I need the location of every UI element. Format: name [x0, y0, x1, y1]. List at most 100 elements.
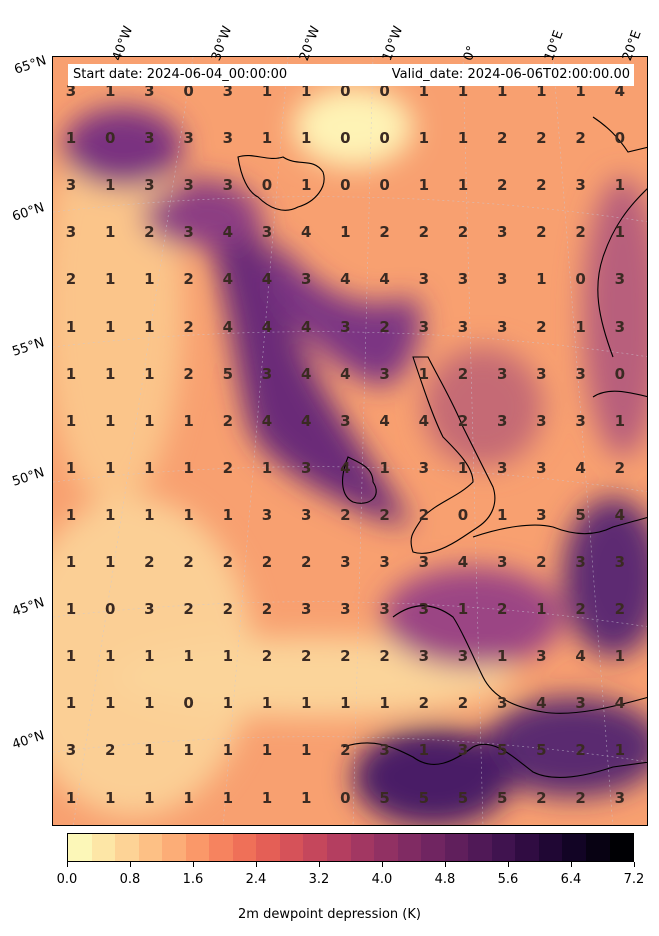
- grid-value: 3: [379, 600, 390, 619]
- grid-value: 1: [457, 176, 469, 195]
- grid-value: 2: [536, 788, 547, 807]
- grid-value: 3: [575, 694, 586, 713]
- grid-value: 1: [144, 647, 155, 666]
- grid-value: 4: [575, 647, 586, 666]
- grid-value: 3: [496, 694, 508, 713]
- grid-value: 1: [418, 741, 430, 760]
- grid-value: 2: [614, 458, 626, 477]
- grid-value: 3: [340, 600, 351, 619]
- grid-value: 1: [65, 647, 77, 666]
- grid-value: 1: [183, 788, 194, 807]
- colorbar-segment: [303, 834, 328, 861]
- grid-value: 1: [65, 505, 77, 524]
- grid-value: 2: [379, 505, 390, 524]
- grid-value: 1: [300, 788, 312, 807]
- grid-value: 2: [183, 553, 194, 571]
- grid-value: 2: [496, 129, 508, 148]
- grid-value: 3: [379, 364, 390, 383]
- grid-value: 4: [614, 505, 626, 524]
- grid-value: 2: [457, 411, 469, 430]
- grid-value: 3: [65, 176, 77, 195]
- grid-value: 1: [183, 458, 194, 477]
- grid-value: 2: [340, 505, 351, 524]
- grid-value: 3: [144, 600, 155, 619]
- grid-value: 3: [457, 317, 469, 336]
- grid-value: 4: [300, 364, 312, 383]
- grid-value: 1: [65, 788, 77, 807]
- grid-value: 0: [104, 129, 116, 148]
- grid-value: 2: [536, 553, 547, 571]
- grid-value: 1: [183, 647, 194, 666]
- grid-value: 3: [418, 458, 430, 477]
- grid-value: 1: [418, 129, 430, 148]
- grid-value: 1: [144, 505, 155, 524]
- colorbar-segment: [397, 834, 422, 861]
- grid-value: 1: [340, 223, 351, 242]
- colorbar-segment: [138, 834, 163, 861]
- grid-value: 3: [144, 176, 155, 195]
- grid-value: 3: [300, 600, 312, 619]
- grid-value: 2: [340, 741, 351, 760]
- grid-value: 2: [536, 129, 547, 148]
- grid-value: 3: [261, 223, 273, 242]
- colorbar-label: 2m dewpoint depression (K): [238, 907, 421, 922]
- grid-value: 4: [300, 317, 312, 336]
- grid-value: 2: [457, 223, 469, 242]
- grid-value: 3: [575, 364, 586, 383]
- grid-value: 2: [261, 553, 273, 571]
- grid-value: 1: [222, 505, 234, 524]
- grid-value: 1: [418, 364, 430, 383]
- grid-value: 3: [222, 82, 234, 100]
- valid-date-label: Valid_date: 2024-06-06T02:00:00.00: [391, 67, 630, 82]
- grid-value: 1: [418, 82, 430, 100]
- date-header: Start date: 2024-06-04_00:00:00 Valid_da…: [68, 64, 634, 86]
- grid-value: 2: [575, 129, 586, 148]
- lat-label: 45°N: [10, 595, 47, 620]
- grid-value: 3: [300, 458, 312, 477]
- grid-value: 1: [614, 647, 626, 666]
- grid-value: 2: [65, 270, 77, 289]
- grid-value: 2: [379, 317, 390, 336]
- grid-value: 3: [222, 176, 234, 195]
- grid-value: 4: [261, 317, 273, 336]
- grid-value: 1: [104, 553, 116, 571]
- grid-value: 0: [379, 82, 390, 100]
- grid-value: 2: [614, 600, 626, 619]
- grid-value: 1: [614, 176, 626, 195]
- grid-value: 1: [104, 694, 116, 713]
- grid-value: 1: [222, 694, 234, 713]
- colorbar-segment: [609, 834, 634, 861]
- grid-value: 1: [261, 82, 273, 100]
- grid-value: 3: [496, 223, 508, 242]
- grid-value: 1: [104, 458, 116, 477]
- map-panel: 3 1 3 0 3 1 1 0 0 1 1 1 1 1 4 1 0 3 3 3 1 1 0 0 1 1 2 2 2 0 3 1 3 3 3 0 1 0 0 1…: [52, 56, 648, 826]
- grid-value: 0: [614, 364, 626, 383]
- colorbar-segment: [491, 834, 516, 861]
- colorbar-segment: [421, 834, 445, 861]
- grid-value: 1: [261, 129, 273, 148]
- lat-label: 40°N: [10, 728, 47, 753]
- colorbar-tick-label: 3.2: [308, 872, 330, 887]
- grid-value: 2: [496, 600, 508, 619]
- grid-value: 5: [457, 788, 469, 807]
- grid-value: 2: [104, 741, 116, 760]
- grid-value: 3: [418, 553, 430, 571]
- colorbar-segment: [538, 834, 563, 861]
- grid-value: 2: [222, 600, 234, 619]
- grid-value: 4: [614, 694, 626, 713]
- colorbar-tick-label: 2.4: [245, 872, 267, 887]
- grid-value: 0: [340, 82, 351, 100]
- grid-value: 3: [418, 600, 430, 619]
- grid-value: 3: [340, 317, 351, 336]
- colorbar-segment: [91, 834, 116, 861]
- grid-value: 1: [65, 553, 77, 571]
- grid-value: 3: [183, 176, 194, 195]
- grid-value: 1: [144, 270, 155, 289]
- grid-value: 1: [300, 82, 312, 100]
- grid-value: 2: [536, 223, 547, 242]
- colorbar-segment: [68, 834, 92, 861]
- grid-value: 3: [261, 505, 273, 524]
- grid-value: 1: [104, 317, 116, 336]
- grid-value: 1: [104, 223, 116, 242]
- colorbar-tick-label: 7.2: [623, 872, 645, 887]
